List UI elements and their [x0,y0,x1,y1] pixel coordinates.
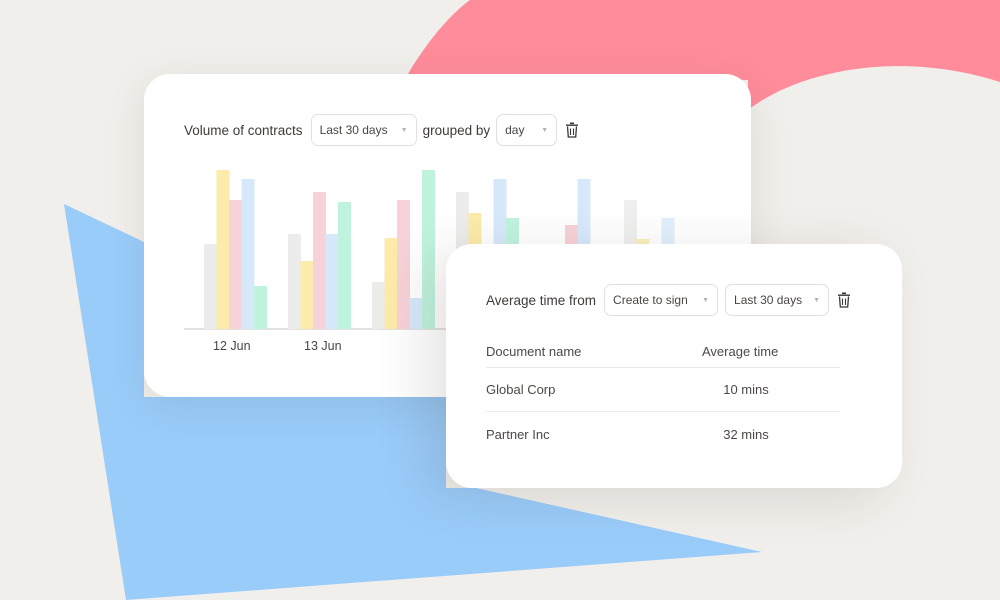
from-select[interactable]: Create to sign ▼ [604,284,719,316]
average-time: 10 mins [723,382,769,397]
chevron-down-icon: ▼ [541,126,549,134]
table-row[interactable]: Global Corp 10 mins [486,368,840,412]
average-time-table: Document name Average time Global Corp 1… [486,336,840,456]
from-select-value: Create to sign [613,293,688,307]
chart-bar [216,170,230,329]
average-label: Average time from [486,292,597,308]
pink-shape [408,0,1000,110]
blue-shape [64,204,762,600]
range-select[interactable]: Last 30 days ▼ [310,114,417,146]
average-card: Average time from Create to sign ▼ Last … [446,244,902,488]
volume-label: Volume of contracts [184,122,303,138]
chart-bar [254,286,267,329]
chart-bar [241,179,255,329]
column-header-name: Document name [486,344,582,359]
chart-bar [372,282,385,329]
document-name: Partner Inc [486,426,550,442]
table-header: Document name Average time [486,336,840,368]
chart-bar [288,234,301,329]
chart-bar [397,200,410,329]
chart-bar [313,192,326,329]
range-select[interactable]: Last 30 days ▼ [725,284,830,316]
chart-bar [229,200,242,329]
chevron-down-icon: ▼ [813,296,821,304]
trash-icon[interactable] [837,292,851,308]
chevron-down-icon: ▼ [702,296,710,304]
range-select-value: Last 30 days [734,293,803,307]
average-controls: Average time from Create to sign ▼ Last … [486,284,851,316]
tick-label: 12 Jun [213,339,251,353]
trash-icon[interactable] [565,122,579,138]
chart-bar [384,238,398,329]
chart-bar [300,261,314,329]
chevron-down-icon: ▼ [400,126,408,134]
column-header-time: Average time [702,344,779,359]
chart-bar [325,234,339,329]
grouped-by-label: grouped by [422,122,491,138]
chart-bar [409,298,423,329]
group-select-value: day [505,123,525,137]
range-select-value: Last 30 days [319,123,388,137]
group-select[interactable]: day ▼ [496,114,558,146]
chart-bar [422,170,435,329]
table-row[interactable]: Partner Inc 32 mins [486,412,840,456]
chart-bar [204,244,217,329]
document-name: Global Corp [486,382,556,397]
average-time: 32 mins [723,426,769,442]
volume-controls: Volume of contracts Last 30 days ▼ group… [184,114,579,146]
tick-label: 13 Jun [304,339,342,353]
chart-bar [338,202,351,329]
